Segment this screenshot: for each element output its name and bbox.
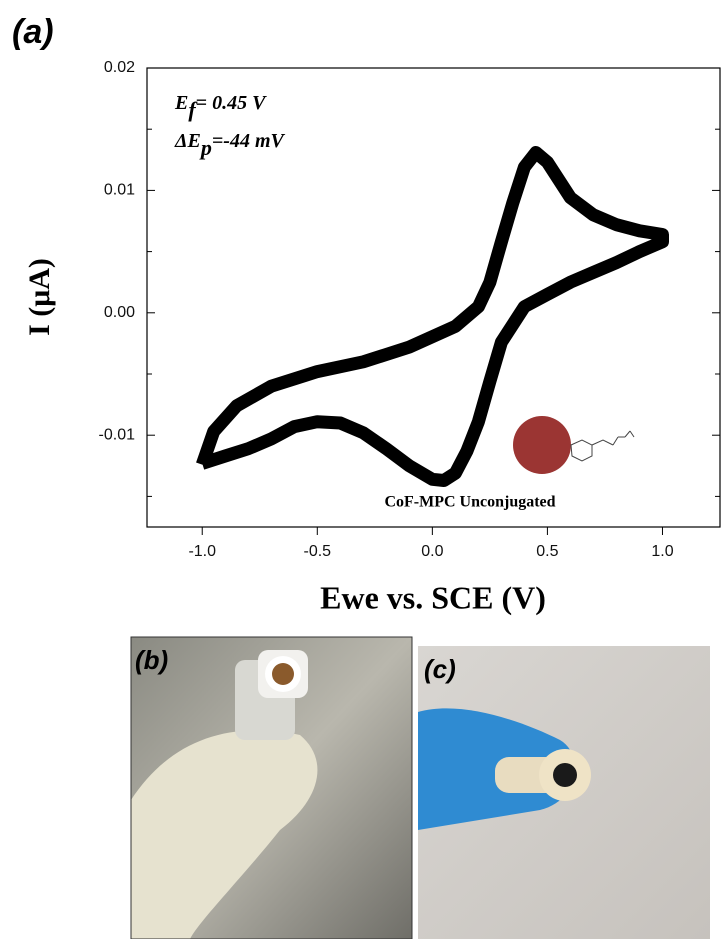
chart: (a) I (μA) Ewe vs. SCE (V) CoF-MPC Uncon… (0, 0, 721, 939)
cv-curve (202, 153, 662, 481)
x-tick-label: 0.5 (536, 543, 558, 560)
annotation-sub: p (199, 135, 212, 160)
annotation: Ef= 0.45 V (174, 92, 267, 122)
x-tick-label: 1.0 (651, 543, 673, 560)
y-tick-label: -0.01 (99, 426, 136, 443)
x-axis-label: Ewe vs. SCE (V) (320, 579, 546, 615)
photo-label: (b) (135, 645, 168, 675)
y-tick-label: 0.01 (104, 182, 135, 199)
plot-area (202, 153, 662, 481)
x-tick-label: -0.5 (304, 543, 332, 560)
annotation-rest: = 0.45 V (196, 92, 267, 114)
y-axis-label: I (μA) (23, 258, 56, 336)
photo-c (418, 646, 710, 939)
inset-label: CoF-MPC Unconjugated (384, 494, 555, 511)
molecule-icon (513, 416, 634, 474)
annotation-rest: =-44 mV (212, 130, 286, 152)
photo-label: (c) (424, 654, 456, 684)
y-tick-label: 0.02 (104, 59, 135, 76)
y-tick-label: 0.00 (104, 304, 135, 321)
annotation: ΔEp=-44 mV (174, 130, 286, 160)
x-tick-label: 0.0 (421, 543, 443, 560)
photo-b (131, 637, 412, 939)
panel-label: (a) (12, 13, 54, 51)
x-tick-label: -1.0 (188, 543, 216, 560)
annotation-main: E (174, 92, 188, 114)
annotation-main: ΔE (174, 130, 201, 152)
figure: (a) I (μA) Ewe vs. SCE (V) CoF-MPC Uncon… (0, 0, 721, 939)
